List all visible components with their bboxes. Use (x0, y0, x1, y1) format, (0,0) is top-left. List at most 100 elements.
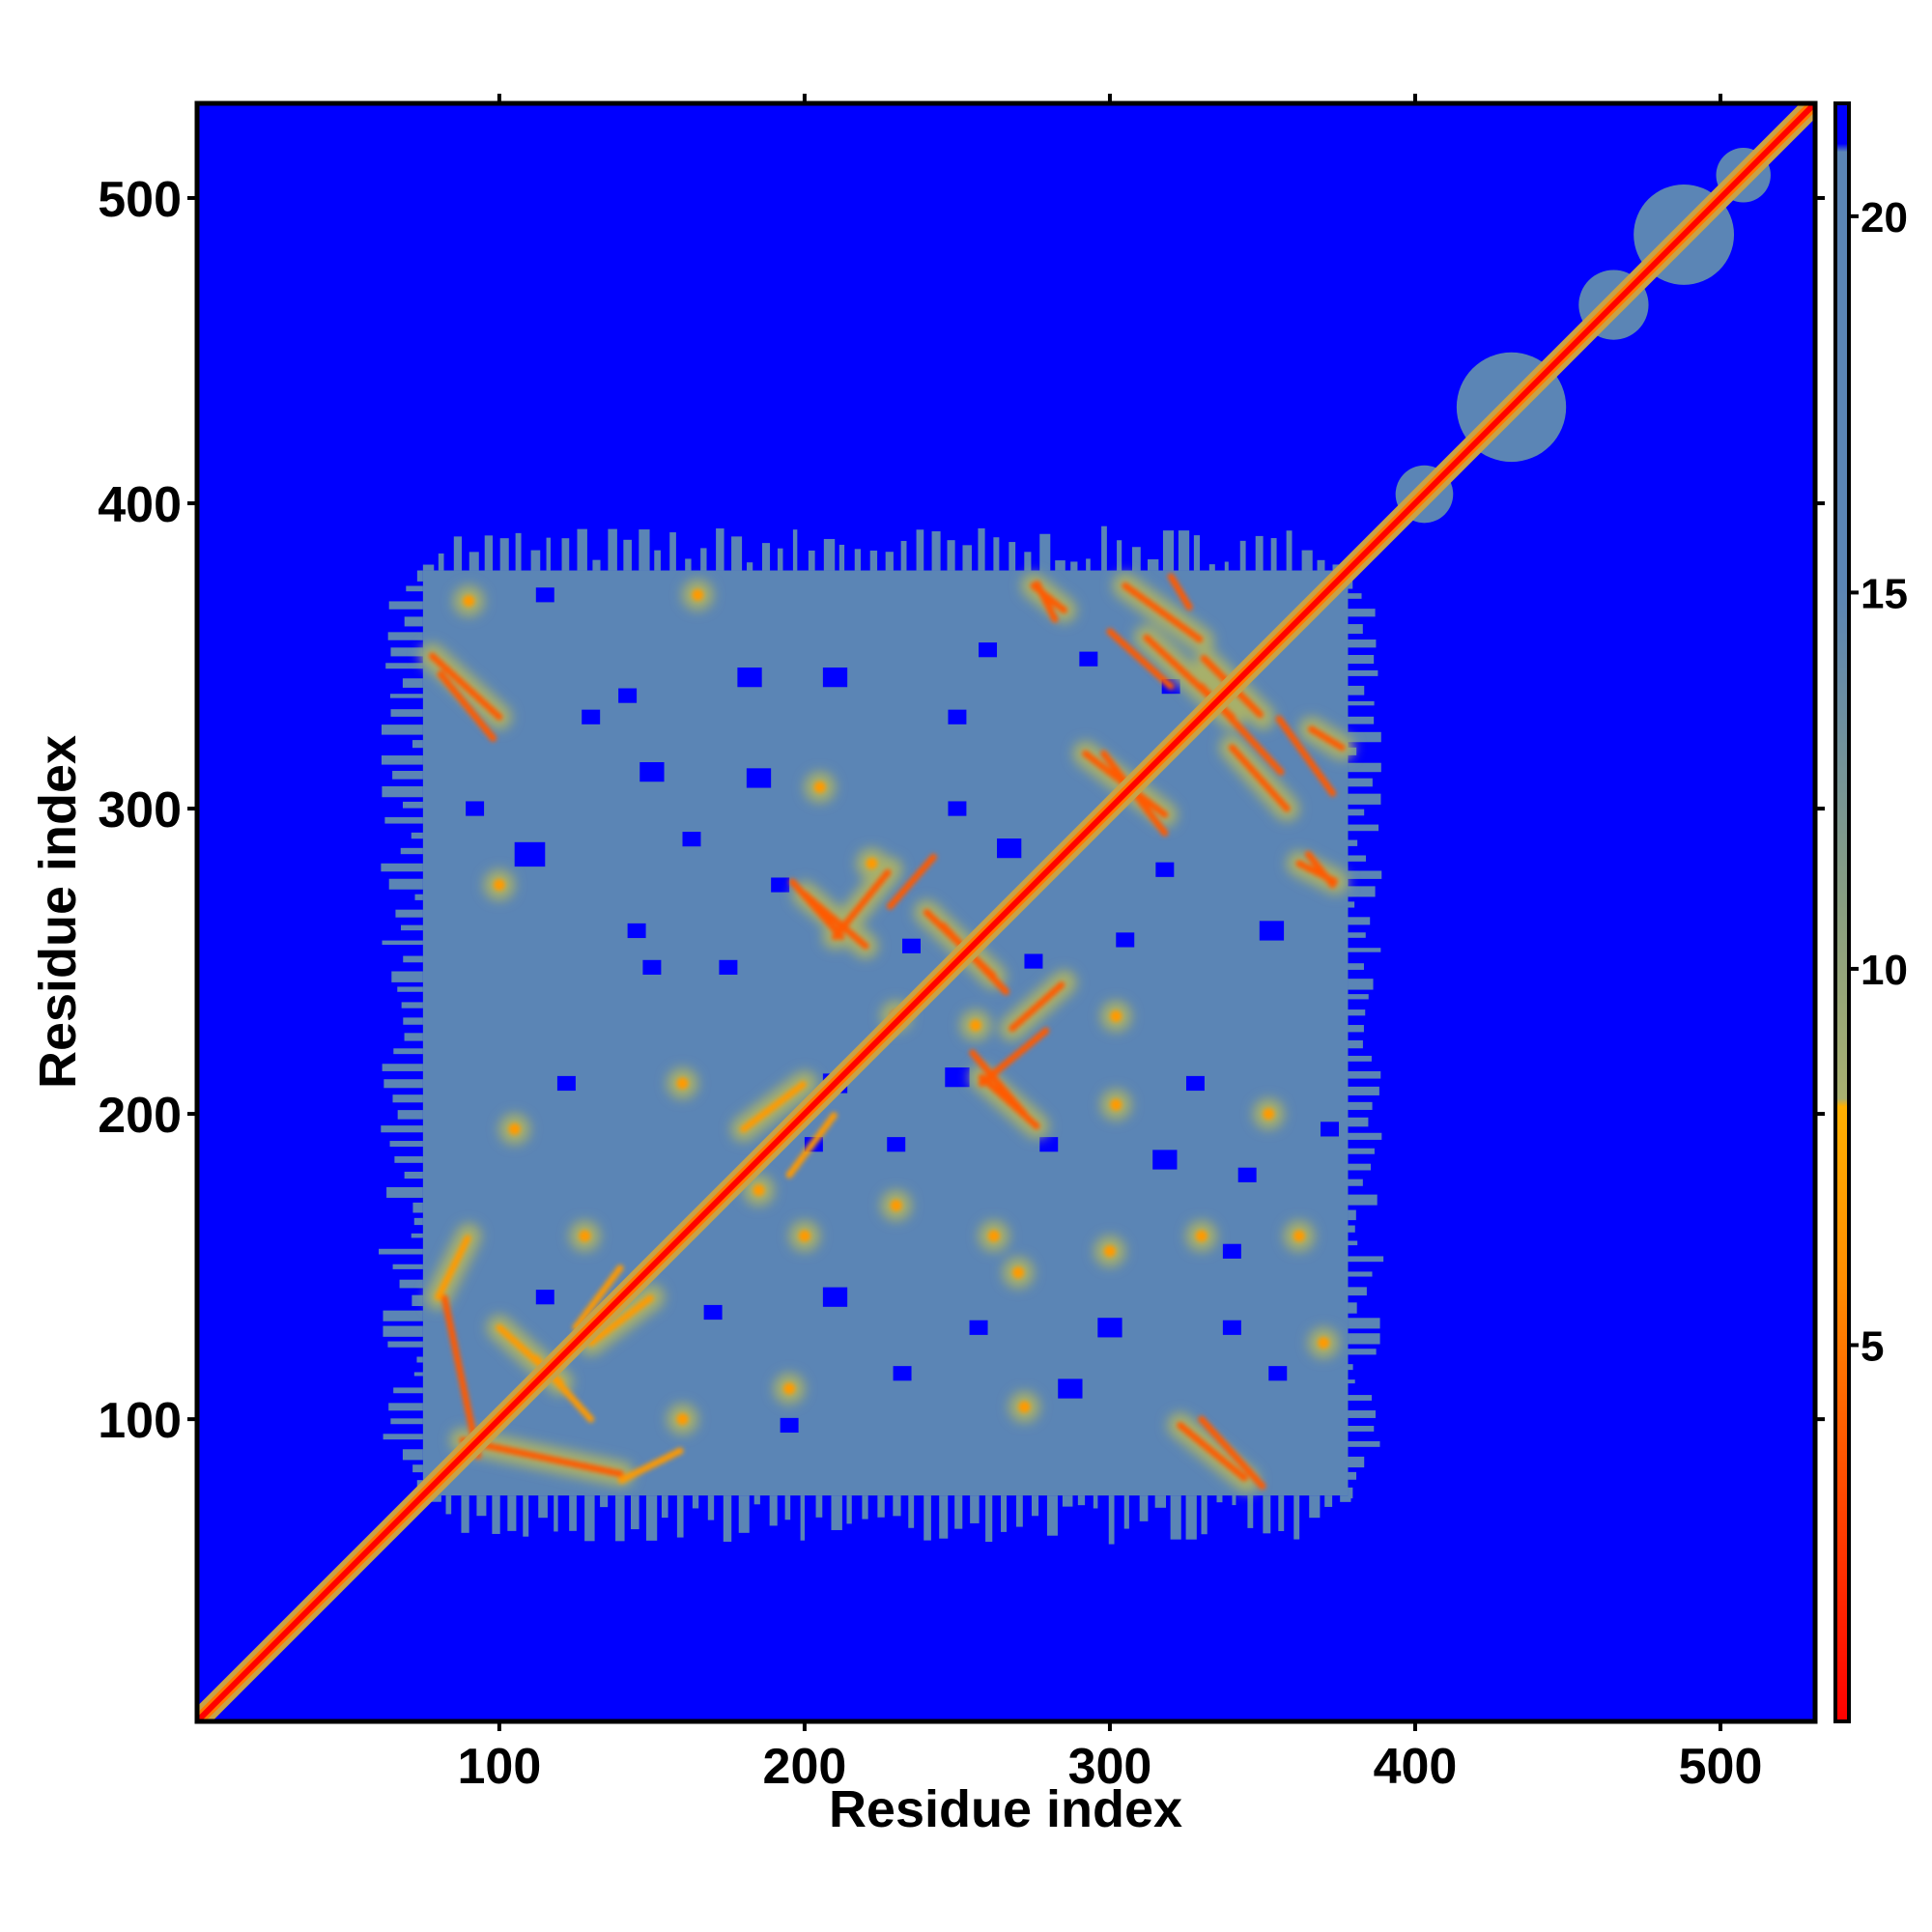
dense-fringe-right (1348, 870, 1382, 879)
blue-patch (1321, 1122, 1339, 1137)
dense-fringe-top (639, 529, 650, 571)
dense-fringe-right (1348, 639, 1377, 648)
contact-line (587, 1293, 656, 1347)
dense-fringe-left (388, 1403, 423, 1411)
contact-spot (1018, 1401, 1031, 1413)
dense-fringe-bottom (1154, 1495, 1167, 1508)
dense-fringe-left (416, 570, 423, 582)
dense-fringe-top (731, 536, 743, 571)
dense-fringe-left (388, 878, 423, 890)
dense-fringe-right (1348, 624, 1363, 635)
dense-fringe-bottom (692, 1495, 699, 1509)
blue-patch (1079, 651, 1098, 667)
dense-fringe-bottom (554, 1495, 558, 1532)
dense-fringe-left (402, 801, 423, 809)
contact-line-mirror (1198, 1415, 1266, 1491)
dense-fringe-bottom (523, 1495, 529, 1537)
dense-fringe-top (1193, 535, 1201, 571)
blue-patch (535, 1290, 554, 1305)
dense-fringe-right (1348, 1055, 1372, 1062)
dense-fringe-bottom (1001, 1495, 1008, 1532)
dense-fringe-bottom (985, 1495, 993, 1543)
dense-fringe-bottom (1340, 1495, 1351, 1502)
contact-spot (866, 857, 878, 869)
contact-spot (798, 1230, 810, 1242)
contact-line-mirror (1274, 713, 1337, 797)
dense-fringe-top (469, 552, 479, 571)
contact-line (832, 866, 894, 941)
dense-fringe-right (1348, 1379, 1355, 1384)
dense-fringe-left (399, 1279, 423, 1289)
blue-patch (514, 841, 546, 867)
contact-spot (890, 1199, 902, 1211)
dense-fringe-right (1348, 762, 1381, 773)
dense-fringe-bottom (1123, 1495, 1129, 1529)
blue-patch (979, 642, 998, 658)
x-axis: 100 200 300 400 500 (457, 1721, 1762, 1795)
dense-fringe-left (402, 678, 423, 688)
dense-fringe-top (1286, 530, 1293, 571)
dense-fringe-left (390, 647, 423, 657)
dense-fringe-left (387, 1341, 423, 1348)
contact-spot (753, 1184, 765, 1197)
blue-patch (682, 832, 701, 847)
right-axis-ticks (1815, 195, 1825, 1422)
dense-fringe-left (401, 924, 423, 931)
dense-fringe-bottom (1031, 1495, 1039, 1517)
blue-patch (948, 801, 967, 816)
dense-fringe-right (1348, 824, 1379, 832)
dense-fringe-right (1348, 1456, 1365, 1468)
dense-fringe-bottom (1309, 1495, 1321, 1519)
dense-fringe-bottom (445, 1495, 452, 1515)
dense-fringe-bottom (461, 1495, 469, 1533)
blue-patch (887, 1137, 906, 1152)
contact-line-mirror (1167, 573, 1193, 611)
dense-fringe-left (413, 1372, 423, 1377)
blue-patch (1268, 1366, 1288, 1381)
blue-patch (780, 1417, 799, 1434)
dense-fringe-left (383, 1325, 423, 1337)
heatmap (197, 103, 1815, 1721)
dense-fringe-right (1348, 685, 1365, 696)
dense-fringe-bottom (1232, 1495, 1236, 1506)
dense-fringe-right (1348, 1070, 1381, 1079)
dense-fringe-top (838, 544, 845, 571)
dense-fringe-left (412, 1464, 423, 1473)
dense-fringe-top (1055, 560, 1065, 571)
blue-patch (1097, 1318, 1122, 1338)
contact-line (978, 1073, 1040, 1130)
dense-fringe-right (1348, 1009, 1366, 1016)
blue-patch (1222, 1243, 1241, 1259)
blue-patch (556, 1075, 576, 1092)
dense-fringe-right (1348, 700, 1375, 706)
contact-line-mirror (572, 1263, 625, 1331)
dense-fringe-bottom (970, 1495, 980, 1523)
dense-fringe-left (397, 986, 423, 992)
dense-fringe-bottom (507, 1495, 517, 1531)
dense-fringe-left (381, 724, 423, 735)
dense-fringe-left (392, 771, 423, 780)
dense-fringe-right (1348, 901, 1355, 908)
blue-patch (1222, 1320, 1241, 1335)
contact-line (740, 1079, 809, 1133)
dense-fringe-left (394, 1156, 423, 1163)
dense-fringe-left (385, 663, 423, 669)
dense-fringe-left (403, 955, 423, 963)
dense-fringe-left (390, 709, 423, 717)
dense-fringe-top (561, 538, 570, 571)
colorbar-tick-label: 20 (1861, 194, 1908, 242)
dense-fringe-top (1208, 564, 1215, 571)
contact-line (428, 652, 503, 721)
contact-spot (783, 1382, 796, 1395)
dense-fringe-right (1348, 654, 1375, 665)
x-axis-title: Residue index (829, 1780, 1182, 1838)
dense-fringe-top (747, 562, 753, 571)
dense-fringe-bottom (923, 1495, 931, 1541)
x-tick-label: 300 (1068, 1739, 1152, 1795)
contact-line (1009, 979, 1068, 1033)
dense-fringe-left (414, 894, 423, 900)
dense-fringe-top (422, 564, 435, 571)
dense-fringe-top (792, 529, 798, 571)
dense-fringe-left (381, 1125, 423, 1133)
dense-fringe-top (1239, 540, 1246, 571)
